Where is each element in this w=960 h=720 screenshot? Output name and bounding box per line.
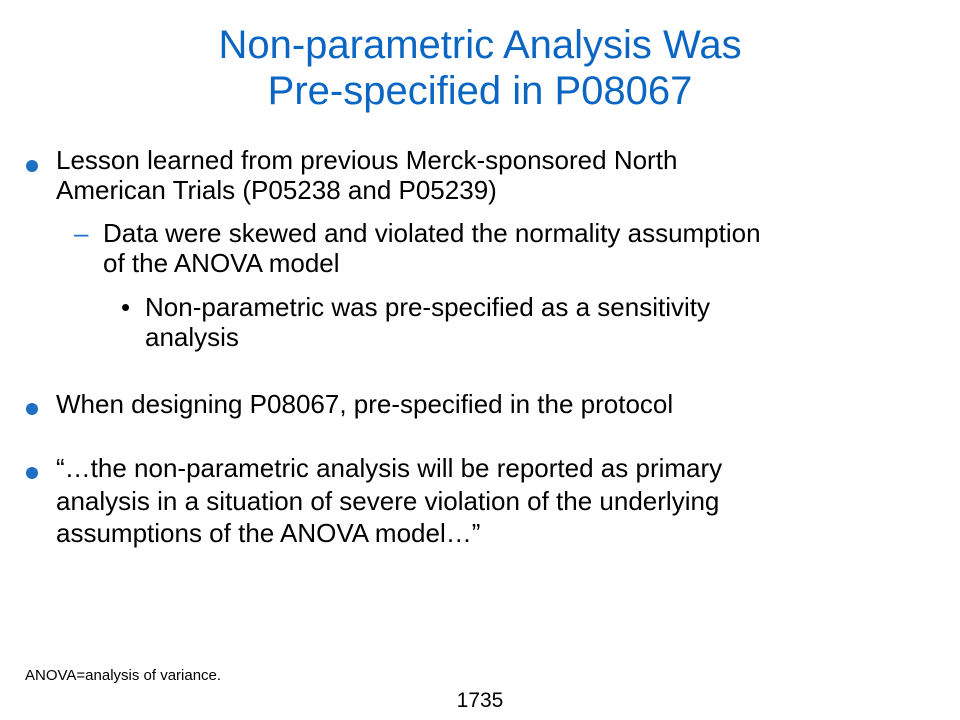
sub-sub-bullet-dot-icon: • — [121, 292, 131, 322]
title-line-1: Non-parametric Analysis Was — [218, 23, 742, 67]
sub-sub-bullet-1-line-2: analysis — [145, 322, 239, 352]
sub-bullet-1-line-1: Data were skewed and violated the normal… — [103, 218, 761, 248]
sub-bullet-1-line-2: of the ANOVA model — [103, 248, 340, 278]
sub-bullet-dash-icon: – — [74, 218, 89, 248]
bullet-dot-icon — [26, 467, 38, 479]
title-line-2: Pre-specified in P08067 — [267, 69, 693, 113]
footnote: ANOVA=analysis of variance. — [25, 667, 222, 684]
bullet-1-line-1: Lesson learned from previous Merck-spons… — [56, 145, 678, 175]
bullet-3-line-2: analysis in a situation of severe violat… — [56, 486, 720, 516]
sub-sub-bullet-1-line-1: Non-parametric was pre-specified as a se… — [145, 292, 710, 322]
bullet-3-line-3: assumptions of the ANOVA model…” — [56, 518, 481, 548]
bullet-dot-icon — [26, 160, 38, 172]
page-number: 1735 — [456, 689, 504, 712]
bullet-3-line-1: “…the non-parametric analysis will be re… — [56, 453, 723, 483]
bullet-dot-icon — [26, 403, 38, 415]
slide-title: Non-parametric Analysis Was Pre-specifie… — [0, 22, 960, 114]
bullet-1-line-2: American Trials (P05238 and P05239) — [56, 175, 497, 205]
bullet-2-line-1: When designing P08067, pre-specified in … — [56, 389, 674, 419]
